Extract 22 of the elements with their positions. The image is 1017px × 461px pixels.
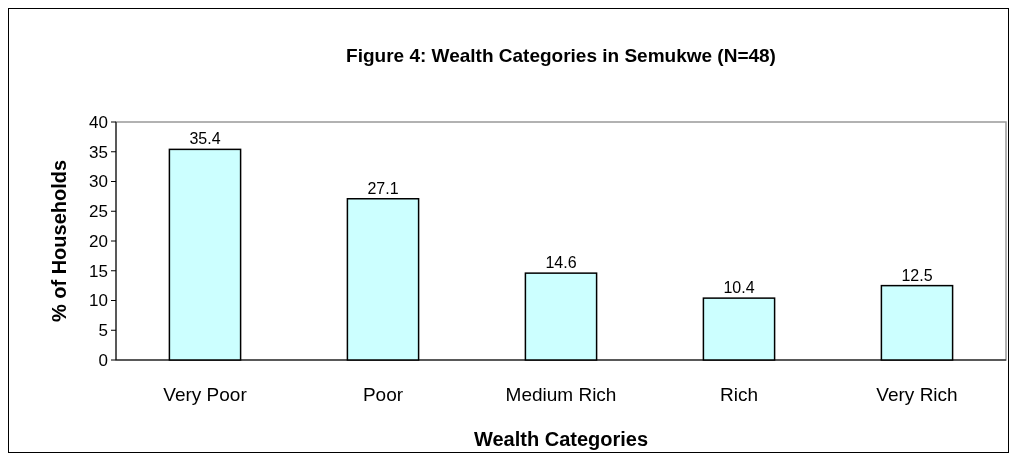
x-tick-label: Poor xyxy=(362,384,404,405)
x-tick-label: Very Rich xyxy=(876,384,958,405)
x-tick-label: Very Poor xyxy=(163,384,248,405)
y-tick-label: 35 xyxy=(89,142,108,162)
x-tick-label: Rich xyxy=(719,384,759,405)
data-label: 10.4 xyxy=(723,279,755,297)
x-axis-title: Wealth Categories xyxy=(473,428,649,450)
y-axis-title: % of Households xyxy=(48,159,70,323)
y-tick-label: 0 xyxy=(98,350,108,370)
data-label: 14.6 xyxy=(545,254,577,272)
y-tick-label: 40 xyxy=(89,112,108,132)
y-tick-label: 5 xyxy=(98,321,108,341)
data-label: 12.5 xyxy=(901,266,933,284)
y-tick-label: 10 xyxy=(89,291,108,311)
chart-title: Figure 4: Wealth Categories in Semukwe (N=48) xyxy=(346,45,776,66)
y-tick-label: 15 xyxy=(89,261,108,281)
y-tick-label: 20 xyxy=(89,231,108,251)
y-tick-label: 30 xyxy=(89,172,108,192)
data-label: 27.1 xyxy=(367,179,399,197)
x-tick-label: Medium Rich xyxy=(505,384,617,405)
data-label: 35.4 xyxy=(189,130,221,148)
y-tick-label: 25 xyxy=(89,202,108,222)
